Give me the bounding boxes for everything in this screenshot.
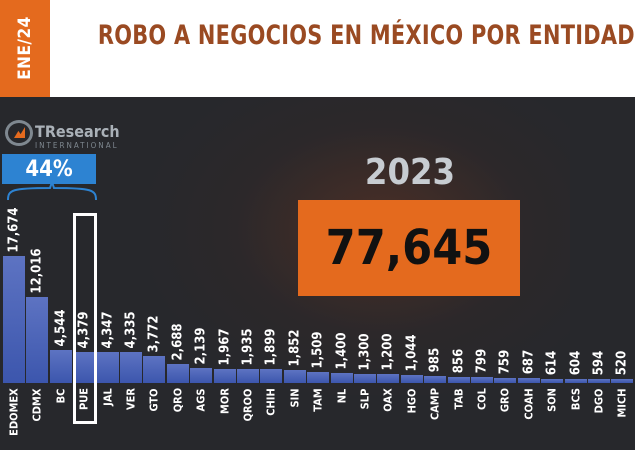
bar-cdmx	[26, 297, 49, 383]
logo-subtitle: INTERNATIONAL	[35, 141, 119, 150]
value-label-camp: 985	[427, 347, 443, 373]
bar-qroo	[237, 369, 259, 383]
bar-gto	[143, 356, 166, 383]
category-label-chih: CHIH	[264, 388, 278, 416]
total-value: 77,645	[298, 200, 520, 296]
bar-son	[541, 379, 564, 383]
value-label-bcs: 604	[568, 350, 584, 376]
bar-gro	[494, 378, 517, 383]
value-label-coah: 687	[521, 349, 537, 375]
category-label-camp: CAMP	[428, 387, 442, 421]
value-label-col: 799	[474, 348, 490, 374]
category-label-qro: QRO	[171, 387, 185, 413]
value-label-sin: 1,852	[287, 329, 303, 366]
category-label-oax: OAX	[381, 387, 395, 412]
value-label-nl: 1,400	[334, 332, 350, 369]
bar-nl	[330, 373, 353, 383]
category-label-gto: GTO	[147, 387, 161, 412]
category-label-tam: TAM	[311, 387, 325, 412]
bar-ver	[120, 352, 142, 383]
category-label-tab: TAB	[452, 387, 466, 410]
bar-pue	[73, 352, 96, 383]
bar-tab	[447, 377, 470, 383]
value-label-mor: 1,967	[217, 328, 233, 365]
tresearch-logo: TResearch INTERNATIONAL	[5, 118, 120, 154]
category-label-jal: JAL	[101, 388, 115, 406]
bar-sin	[283, 370, 306, 383]
category-label-son: SON	[545, 388, 559, 412]
value-label-jal: 4,347	[100, 311, 116, 348]
category-label-gro: GRO	[498, 387, 512, 413]
value-label-qro: 2,688	[170, 323, 186, 360]
category-label-edomex: EDOMEX	[7, 388, 21, 436]
value-label-gro: 759	[497, 349, 513, 375]
value-label-tab: 856	[451, 348, 467, 374]
category-label-dgo: DGO	[592, 388, 606, 413]
value-label-tam: 1,509	[310, 331, 326, 368]
bar-ags	[190, 368, 213, 383]
value-label-hgo: 1,044	[404, 334, 420, 371]
value-label-ags: 2,139	[193, 327, 209, 364]
bar-slp	[354, 374, 376, 383]
bar-hgo	[400, 375, 423, 383]
value-label-mich: 520	[614, 350, 630, 376]
bar-tam	[307, 372, 330, 383]
category-label-nl: NL	[335, 388, 349, 403]
bar-bc	[49, 350, 72, 383]
bar-edomex	[3, 256, 25, 383]
category-label-ags: AGS	[194, 388, 208, 411]
value-label-ver: 4,335	[123, 311, 139, 348]
bar-coah	[517, 378, 540, 383]
bar-camp	[424, 376, 447, 383]
category-label-qroo: QROO	[241, 388, 255, 421]
value-label-dgo: 594	[591, 350, 607, 376]
category-label-ver: VER	[124, 387, 138, 411]
share-badge: 44%	[2, 154, 96, 184]
category-label-slp: SLP	[358, 388, 372, 409]
bar-col	[471, 377, 493, 383]
value-label-chih: 1,899	[263, 328, 279, 365]
bar-qro	[166, 364, 189, 383]
category-label-bcs: BCS	[569, 387, 583, 411]
bar-bcs	[564, 379, 587, 383]
category-label-col: COL	[475, 388, 489, 410]
category-label-mor: MOR	[218, 388, 232, 414]
value-label-bc: 4,544	[53, 309, 69, 346]
category-label-cdmx: CDMX	[30, 388, 44, 421]
highlight-box-pue	[73, 213, 97, 424]
date-tab: ENE/24	[0, 0, 50, 97]
bar-mich	[611, 379, 634, 383]
value-label-oax: 1,200	[380, 333, 396, 370]
bar-oax	[377, 374, 400, 383]
value-label-slp: 1,300	[357, 333, 373, 370]
page-title: ROBO A NEGOCIOS EN MÉXICO POR ENTIDAD	[97, 20, 635, 51]
value-label-son: 614	[544, 350, 560, 376]
logo-name: TResearch	[35, 122, 120, 141]
category-label-coah: COAH	[522, 387, 536, 420]
bar-mor	[213, 369, 236, 383]
brace-icon	[7, 178, 97, 201]
year-label: 2023	[364, 152, 456, 193]
bar-chih	[260, 369, 283, 383]
category-label-bc: BC	[54, 388, 68, 403]
bar-jal	[96, 352, 119, 383]
value-label-gto: 3,772	[146, 315, 162, 352]
value-label-qroo: 1,935	[240, 328, 256, 365]
bar-dgo	[588, 379, 610, 383]
value-label-edomex: 17,674	[6, 206, 22, 253]
chart-growth-icon	[5, 120, 33, 146]
header-banner: ENE/24 ROBO A NEGOCIOS EN MÉXICO POR ENT…	[0, 0, 635, 97]
category-label-hgo: HGO	[405, 388, 419, 413]
value-label-cdmx: 12,016	[29, 247, 45, 294]
category-label-sin: SIN	[288, 387, 302, 408]
category-label-mich: MICH	[615, 387, 629, 418]
